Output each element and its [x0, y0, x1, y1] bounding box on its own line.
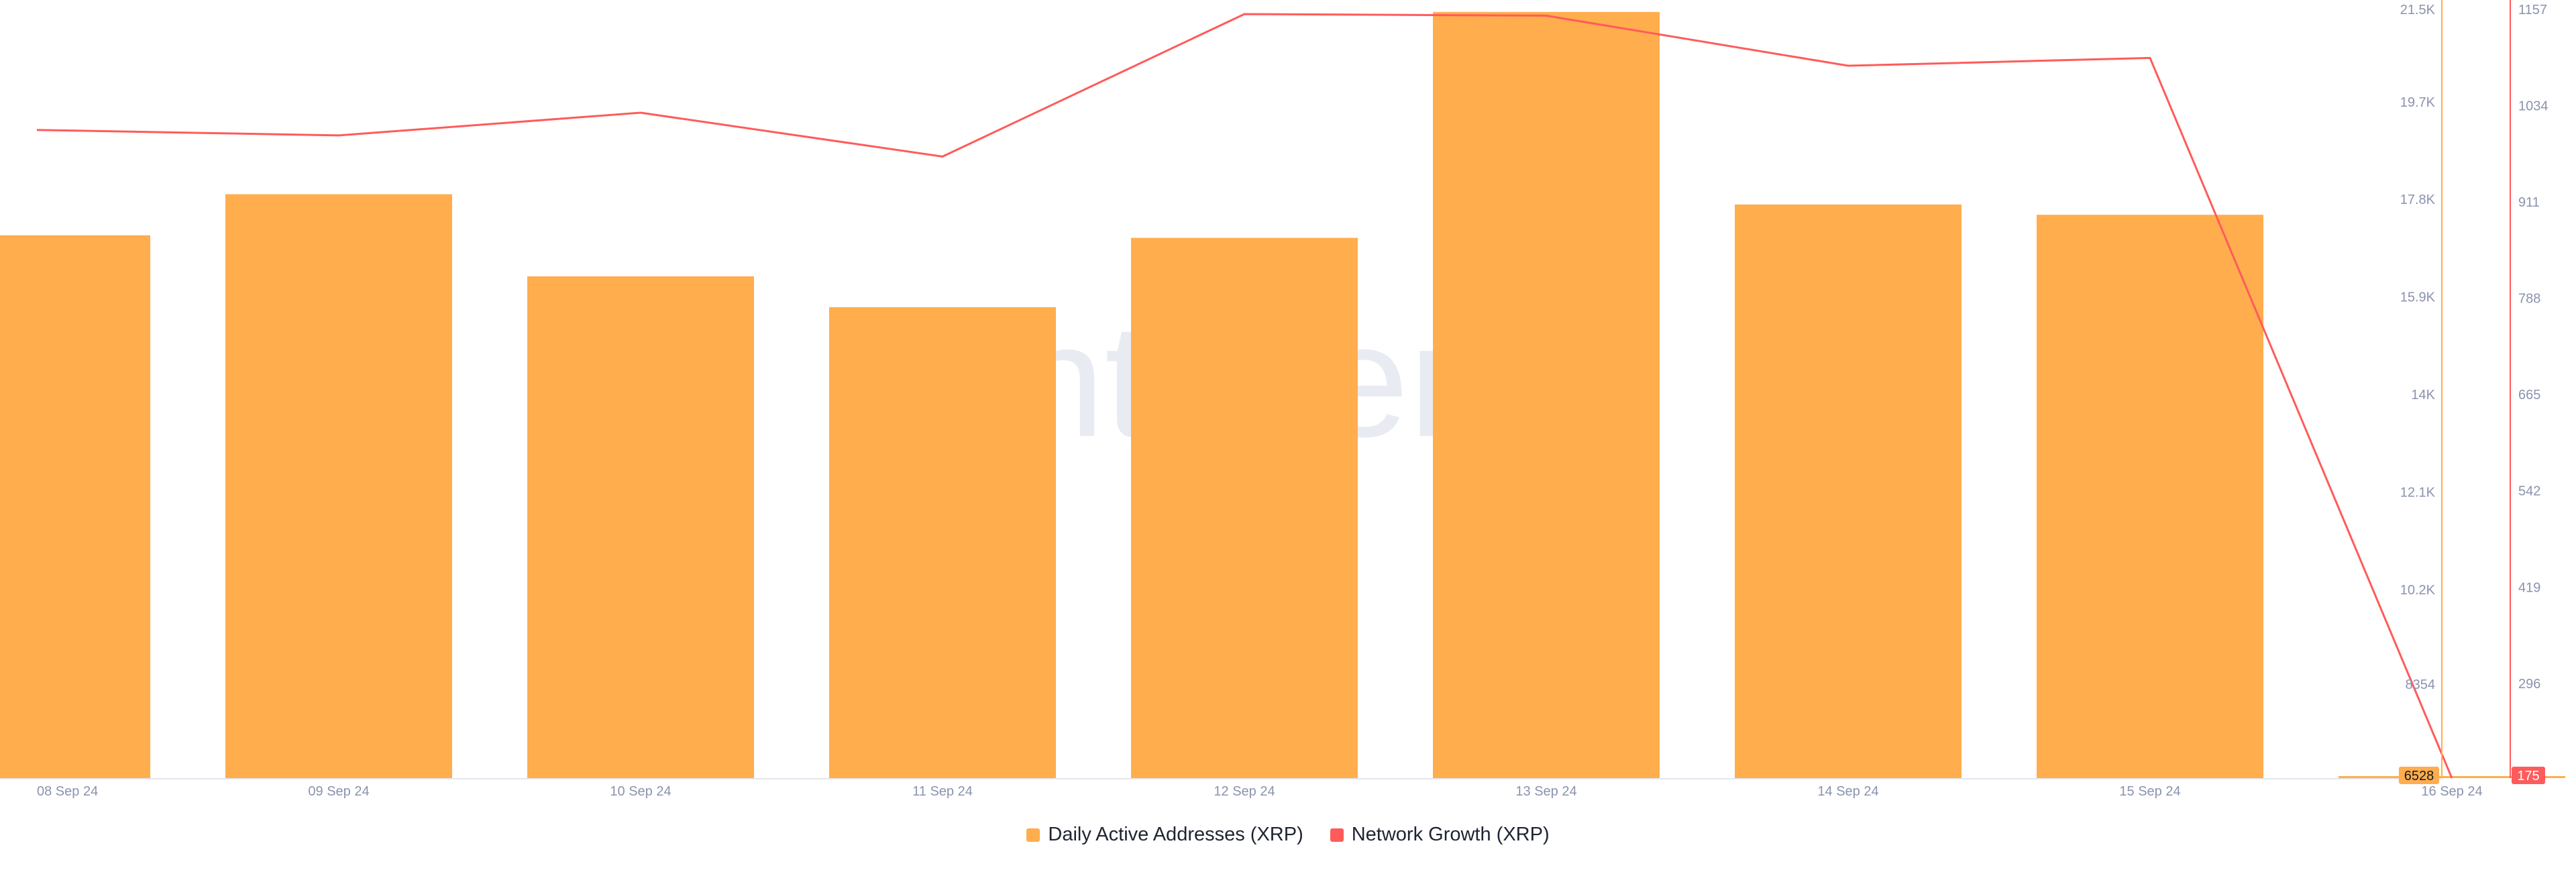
- left-axis-tick-label: 10.2K: [2400, 583, 2436, 598]
- bar-14-sep-24: [1735, 204, 1962, 779]
- bar-12-sep-24: [1131, 237, 1358, 778]
- legend-item-daily-active-addresses[interactable]: Daily Active Addresses (XRP): [1026, 824, 1303, 846]
- x-tick-label: 08 Sep 24: [37, 784, 98, 799]
- legend-label: Network Growth (XRP): [1351, 824, 1550, 845]
- right-axis-tick-label: 911: [2518, 195, 2540, 210]
- right-axis-tick-label: 665: [2518, 388, 2540, 402]
- x-tick-label: 15 Sep 24: [2119, 784, 2180, 799]
- x-tick-label: 13 Sep 24: [1515, 784, 1576, 799]
- network-growth-line: [36, 13, 2453, 779]
- left-axis-tick-label: 8354: [2406, 677, 2436, 692]
- right-axis-tick-label: 1034: [2518, 99, 2548, 114]
- right-axis-tick-label: 542: [2518, 484, 2540, 499]
- bar-08-sep-24: [0, 235, 150, 778]
- axes-layer: 08 Sep 24 09 Sep 24 10 Sep 24 11 Sep 24 12 S…: [0, 0, 2548, 799]
- left-axis-value-badge-text: 6528: [2404, 769, 2434, 783]
- bar-10-sep-24: [527, 276, 754, 779]
- left-axis-value-badge: [2399, 767, 2439, 784]
- x-tick-label: 09 Sep 24: [308, 784, 369, 799]
- line-layer: [36, 13, 2453, 779]
- legend-item-network-growth[interactable]: Network Growth (XRP): [1330, 824, 1550, 846]
- x-tick-label: 14 Sep 24: [1817, 784, 1878, 799]
- right-axis-tick-label: 296: [2518, 677, 2540, 692]
- legend-swatch-bar: [1026, 828, 1040, 842]
- right-axis-value-badge: [2512, 767, 2545, 784]
- left-axis-tick-label: 21.5K: [2400, 3, 2436, 17]
- right-axis-tick-label: 419: [2518, 580, 2540, 595]
- left-axis-tick-label: 15.9K: [2400, 290, 2436, 305]
- bar-15-sep-24: [2037, 215, 2263, 778]
- x-tick-label: 11 Sep 24: [912, 784, 973, 799]
- bar-09-sep-24: [225, 194, 452, 778]
- x-tick-label: 16 Sep 24: [2421, 784, 2482, 799]
- legend-label: Daily Active Addresses (XRP): [1048, 824, 1303, 845]
- right-axis-tick-label: 1157: [2518, 3, 2547, 17]
- left-axis-tick-label: 19.7K: [2400, 95, 2436, 110]
- legend-swatch-line: [1330, 828, 1344, 842]
- x-tick-label: 12 Sep 24: [1214, 784, 1275, 799]
- right-axis-tick-label: 788: [2518, 292, 2540, 307]
- bar-13-sep-24: [1433, 11, 1660, 778]
- x-tick-label: 10 Sep 24: [610, 784, 671, 799]
- legend: Daily Active Addresses (XRP) Network Gro…: [0, 824, 2576, 846]
- left-axis-tick-label: 14K: [2411, 388, 2435, 402]
- right-axis-value-badge-text: 175: [2517, 769, 2539, 783]
- bars-layer: [0, 11, 2565, 779]
- bar-11-sep-24: [829, 307, 1056, 778]
- left-axis-tick-label: 17.8K: [2400, 193, 2436, 207]
- left-axis-tick-label: 12.1K: [2400, 486, 2436, 500]
